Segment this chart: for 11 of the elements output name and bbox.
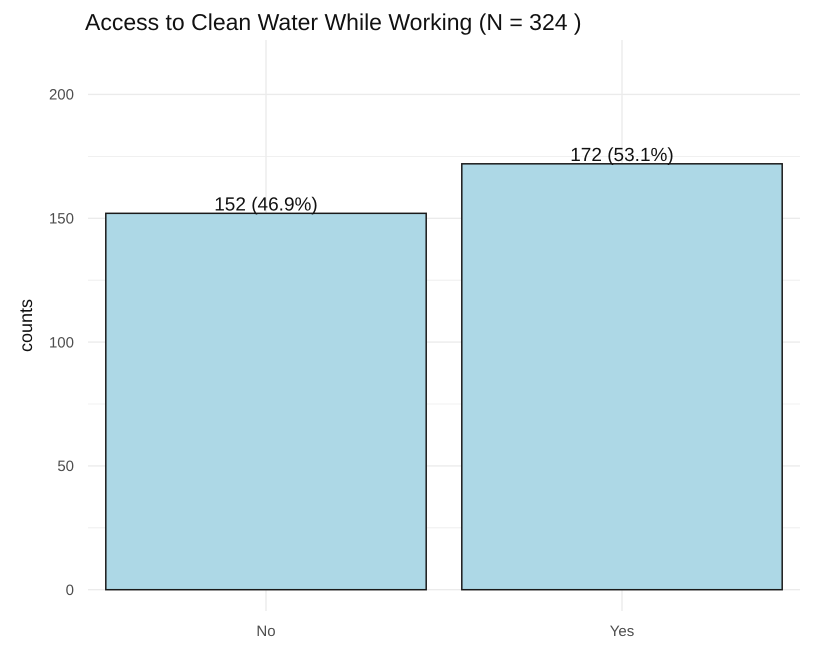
y-axis-title: counts	[16, 298, 36, 352]
y-tick-label: 150	[48, 210, 74, 228]
y-tick-label: 200	[48, 86, 74, 104]
y-tick-label: 0	[66, 582, 74, 599]
data-label: 172 (53.1%)	[570, 144, 674, 166]
y-tick-label: 100	[48, 334, 74, 352]
x-tick-label: Yes	[610, 623, 634, 640]
y-tick-label: 50	[57, 458, 74, 476]
data-label: 152 (46.9%)	[214, 194, 318, 216]
x-tick-label: No	[256, 623, 276, 640]
chart-title: Access to Clean Water While Working (N = 324 )	[85, 9, 582, 35]
